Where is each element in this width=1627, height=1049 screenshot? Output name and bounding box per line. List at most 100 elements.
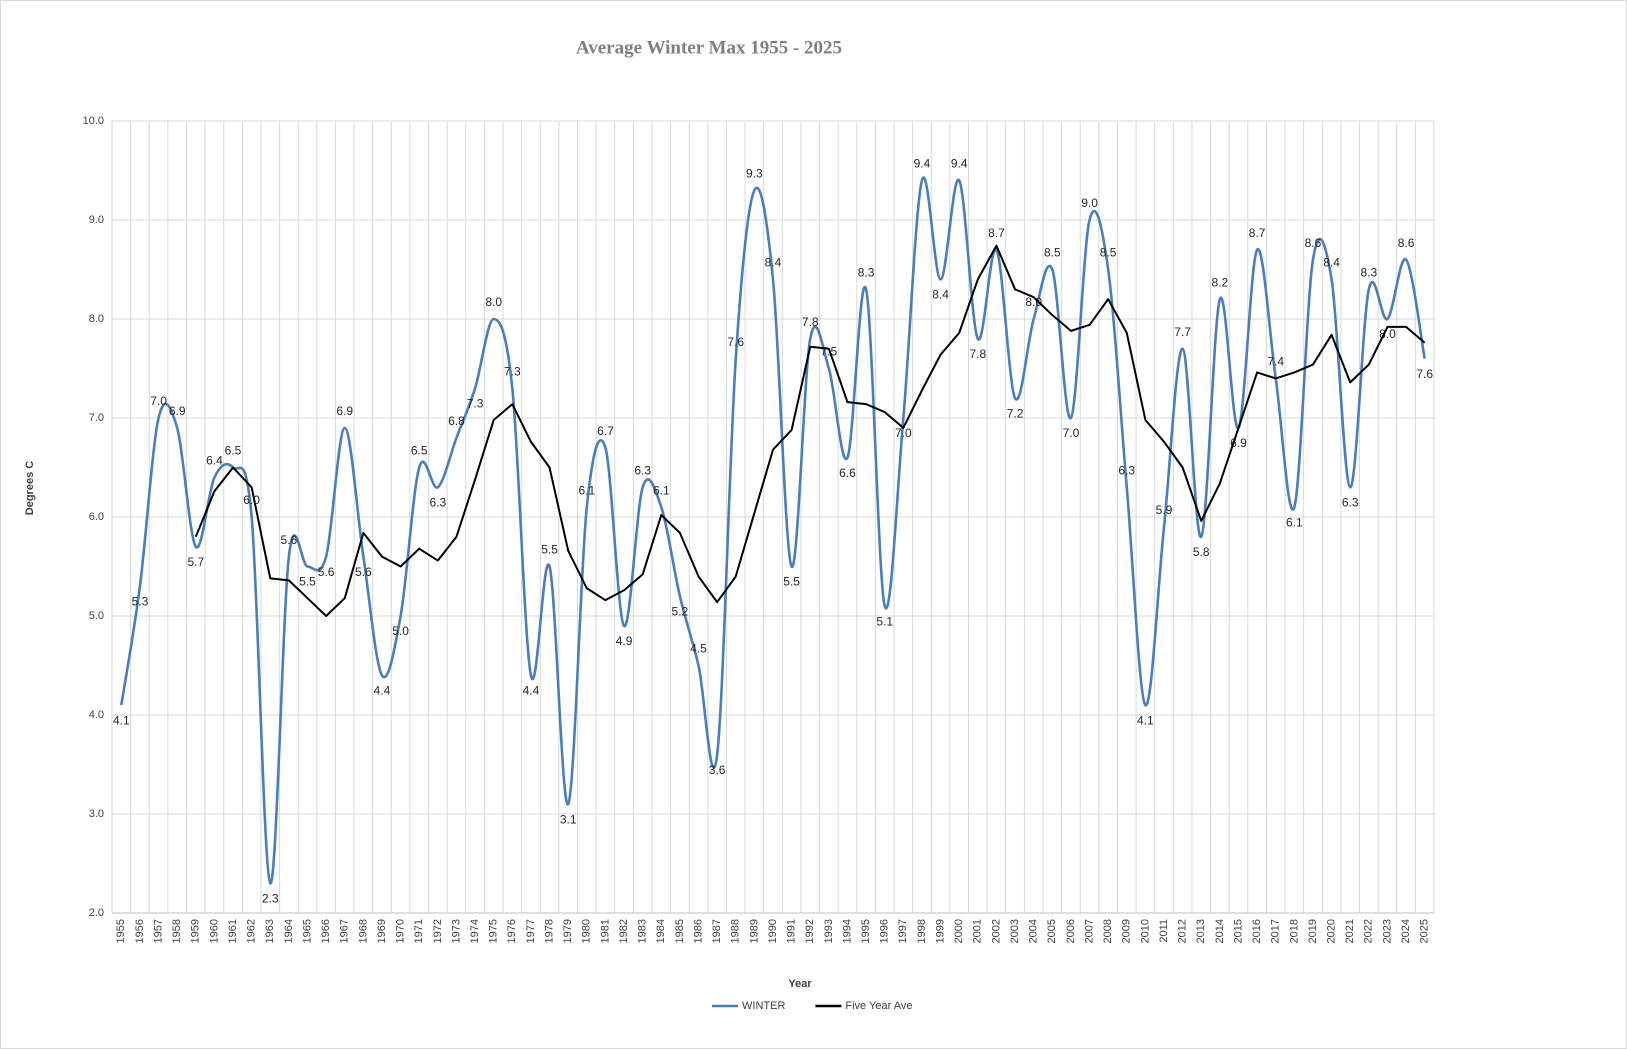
data-label: 7.8	[802, 315, 819, 329]
legend-label: WINTER	[742, 1000, 785, 1012]
data-label: 4.9	[616, 634, 633, 648]
x-tick-label: 2008	[1102, 919, 1114, 943]
x-axis-label: Year	[788, 978, 812, 990]
x-tick-label: 2020	[1325, 919, 1337, 943]
data-label: 6.0	[243, 493, 260, 507]
x-tick-label: 2012	[1177, 919, 1189, 943]
x-tick-label: 2019	[1307, 919, 1319, 943]
data-label: 4.4	[374, 684, 391, 698]
data-label: 7.3	[467, 396, 484, 410]
x-tick-label: 2004	[1028, 919, 1040, 943]
series-line	[120, 176, 1426, 885]
chart-title: Average Winter Max 1955 - 2025	[576, 37, 842, 58]
data-label: 6.1	[1286, 515, 1303, 529]
x-tick-label: 1978	[543, 919, 555, 943]
data-label: 6.3	[430, 495, 447, 509]
data-label: 8.0	[1025, 295, 1042, 309]
x-tick-label: 1981	[599, 919, 611, 943]
x-tick-label: 1958	[171, 919, 183, 943]
data-label: 8.6	[1305, 236, 1322, 250]
data-label: 6.3	[1342, 495, 1359, 509]
data-label: 4.1	[1137, 713, 1154, 727]
x-tick-label: 1988	[730, 919, 742, 943]
x-tick-label: 1957	[152, 919, 164, 943]
data-label: 7.0	[1063, 426, 1080, 440]
x-tick-label: 1989	[748, 919, 760, 943]
x-tick-label: 2021	[1344, 919, 1356, 943]
x-tick-label: 1959	[190, 919, 202, 943]
x-tick-label: 1971	[413, 919, 425, 943]
legend-label: Five Year Ave	[845, 1000, 912, 1012]
y-axis-label: Degrees C	[24, 461, 36, 515]
y-tick-label: 7.0	[89, 412, 104, 424]
x-tick-label: 1996	[879, 919, 891, 943]
x-tick-label: 1965	[301, 919, 313, 943]
x-tick-label: 1961	[227, 919, 239, 943]
x-tick-label: 2018	[1288, 919, 1300, 943]
series-line	[194, 244, 1426, 617]
data-label: 8.4	[765, 256, 782, 270]
x-tick-label: 2000	[953, 919, 965, 943]
data-label: 8.0	[485, 295, 502, 309]
x-tick-label: 2015	[1232, 919, 1244, 943]
x-tick-label: 1974	[469, 919, 481, 943]
x-tick-label: 2024	[1400, 919, 1412, 943]
x-tick-label: 1970	[395, 919, 407, 943]
x-tick-label: 1995	[860, 919, 872, 943]
data-label: 6.8	[448, 414, 465, 428]
x-tick-label: 1956	[134, 919, 146, 943]
x-tick-label: 2001	[972, 919, 984, 943]
x-tick-label: 1967	[339, 919, 351, 943]
x-tick-label: 2007	[1083, 919, 1095, 943]
x-tick-label: 1969	[376, 919, 388, 943]
x-tick-label: 1997	[897, 919, 909, 943]
data-label: 2.3	[262, 891, 279, 905]
x-tick-label: 2006	[1065, 919, 1077, 943]
x-tick-label: 1982	[618, 919, 630, 943]
x-tick-label: 2003	[1009, 919, 1021, 943]
data-label: 5.6	[281, 533, 298, 547]
data-label: 8.3	[858, 265, 875, 279]
data-label: 6.6	[839, 466, 856, 480]
x-tick-label: 1966	[320, 919, 332, 943]
data-label: 7.6	[1416, 367, 1433, 381]
x-tick-label: 1968	[357, 919, 369, 943]
data-label: 8.5	[1044, 246, 1061, 260]
data-label: 7.0	[150, 394, 167, 408]
data-label: 9.4	[951, 157, 968, 171]
x-tick-label: 1976	[506, 919, 518, 943]
x-tick-label: 2009	[1121, 919, 1133, 943]
x-tick-label: 2017	[1270, 919, 1282, 943]
data-label: 5.2	[672, 604, 689, 618]
data-label: 8.7	[1249, 226, 1266, 240]
x-tick-label: 1964	[283, 919, 295, 943]
x-tick-label: 1993	[823, 919, 835, 943]
data-label: 5.6	[355, 565, 372, 579]
x-tick-label: 1987	[711, 919, 723, 943]
x-tick-label: 1960	[208, 919, 220, 943]
y-tick-label: 6.0	[89, 511, 104, 523]
data-label: 5.3	[132, 594, 149, 608]
y-tick-label: 4.0	[89, 709, 104, 721]
x-tick-label: 2016	[1251, 919, 1263, 943]
data-label: 9.4	[914, 157, 931, 171]
x-tick-label: 2010	[1139, 919, 1151, 943]
x-tick-label: 1990	[767, 919, 779, 943]
data-label: 5.9	[1156, 503, 1173, 517]
data-label: 7.3	[504, 364, 521, 378]
data-label: 6.7	[597, 424, 614, 438]
data-label: 8.4	[932, 288, 949, 302]
x-tick-label: 1962	[246, 919, 258, 943]
data-label: 6.3	[1118, 463, 1135, 477]
x-tick-label: 2014	[1214, 919, 1226, 943]
x-tick-label: 1977	[525, 919, 537, 943]
data-label: 6.9	[169, 404, 186, 418]
y-tick-label: 9.0	[89, 214, 104, 226]
x-tick-label: 2002	[990, 919, 1002, 943]
y-tick-label: 2.0	[89, 907, 104, 919]
data-label: 6.3	[634, 463, 651, 477]
data-label: 6.1	[653, 483, 670, 497]
x-tick-label: 1972	[432, 919, 444, 943]
